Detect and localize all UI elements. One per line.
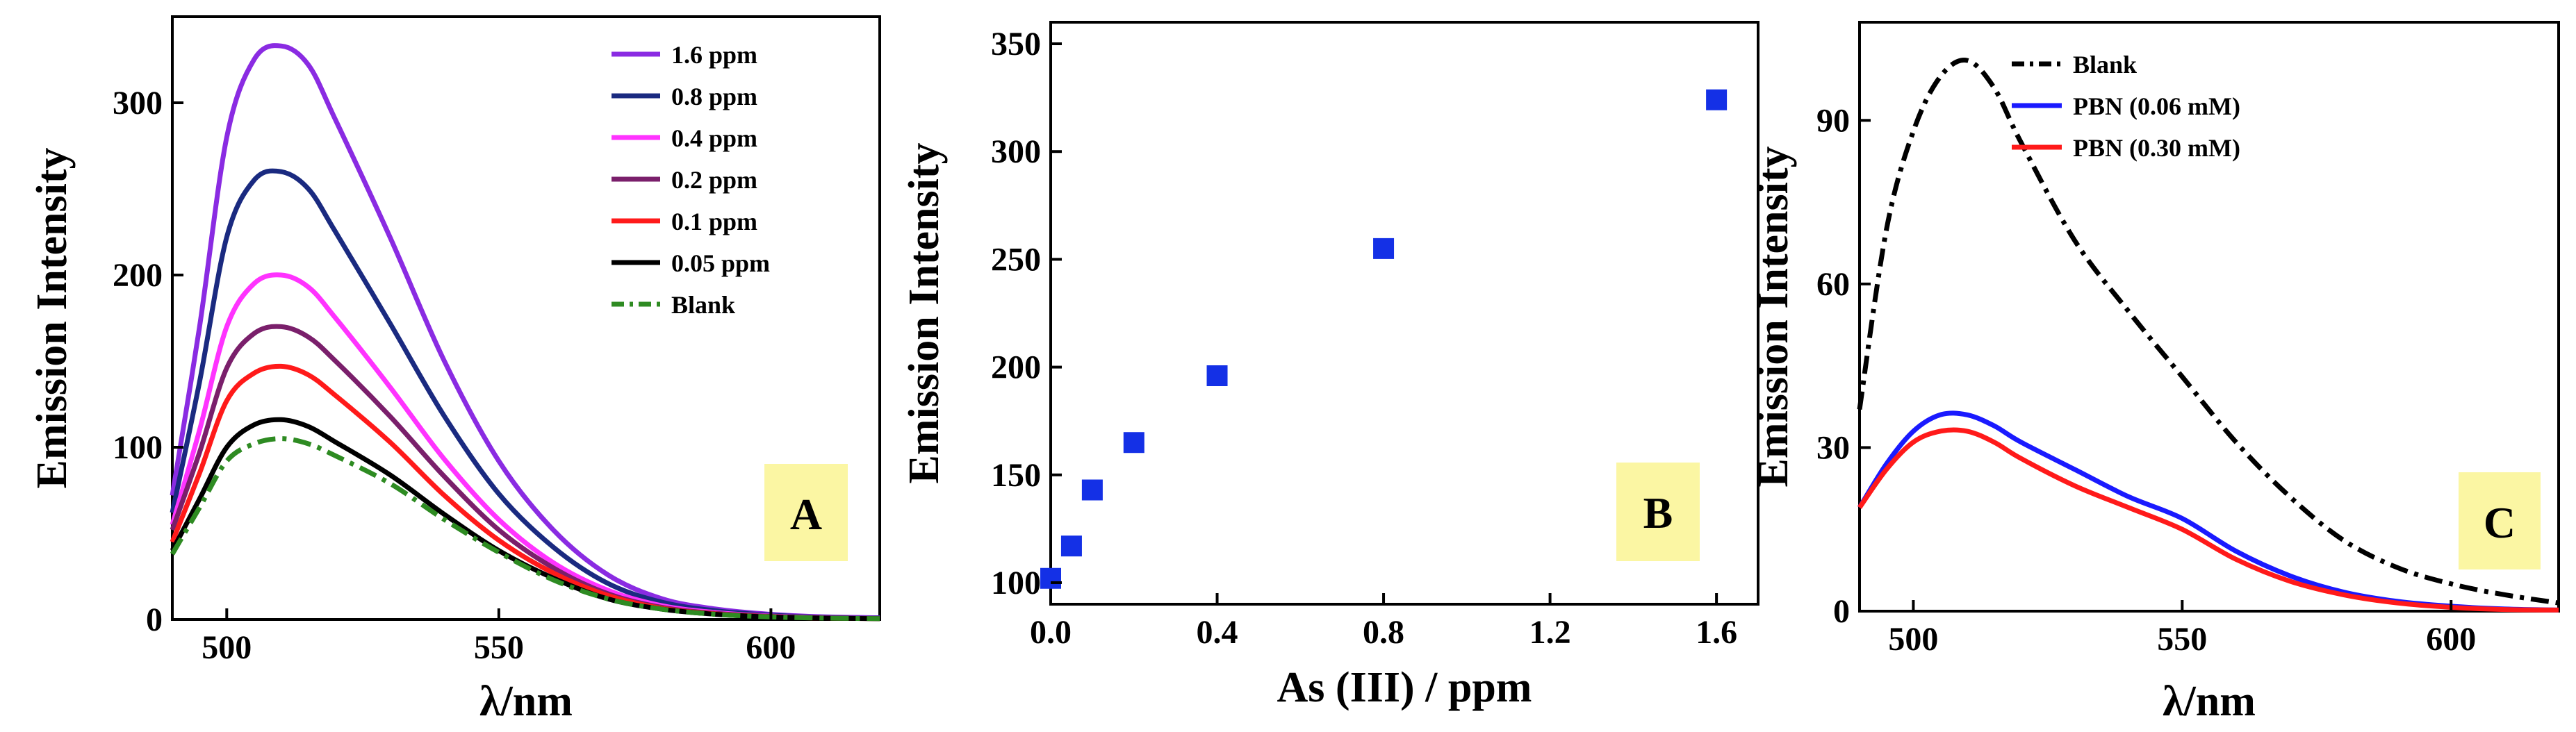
x-tick-label: 550 xyxy=(474,629,524,666)
panel-b-plot-frame xyxy=(1049,21,1759,606)
panel-c-y-axis-title: Emission Intensity xyxy=(1750,147,1797,488)
panel-c-legend: Blank PBN (0.06 mM) PBN (0.30 mM) xyxy=(2012,51,2240,162)
panel-b-plot-area xyxy=(1040,89,1728,589)
legend-label: 0.8 ppm xyxy=(671,83,757,110)
panel-b-ticks: 0.0 0.4 0.8 1.2 1.6 100 150 200 250 300 350 xyxy=(991,26,1737,651)
data-point xyxy=(1081,479,1103,501)
data-point xyxy=(1706,89,1728,110)
panel-a-plot-area xyxy=(170,43,880,622)
panel-a-plot-frame xyxy=(171,15,881,621)
data-point xyxy=(1060,535,1082,557)
panel-c-badge-box xyxy=(2459,472,2541,569)
legend-label: PBN (0.06 mM) xyxy=(2073,92,2240,120)
data-point xyxy=(1206,365,1228,387)
y-tick-label: 30 xyxy=(1816,429,1850,466)
y-tick-label: 250 xyxy=(991,241,1041,278)
panel-c-x-axis-title: λ/nm xyxy=(2163,678,2256,725)
panel-a: 500 550 600 0 100 200 300 λ/nm Emission Intens… xyxy=(28,15,881,725)
y-tick-label: 200 xyxy=(991,349,1041,386)
panel-b-badge-box xyxy=(1616,463,1700,561)
series-line-blank xyxy=(1857,58,2559,606)
y-tick-label: 350 xyxy=(991,26,1041,63)
x-tick-label: 0.8 xyxy=(1363,614,1404,651)
x-tick-label: 0.4 xyxy=(1197,614,1238,651)
panel-a-legend: 1.6 ppm 0.8 ppm 0.4 ppm 0.2 ppm 0.1 ppm 0.05 … xyxy=(612,41,770,319)
x-tick-label: 1.2 xyxy=(1529,614,1571,651)
data-point xyxy=(1123,432,1145,454)
x-tick-label: 600 xyxy=(2426,621,2476,658)
y-tick-label: 90 xyxy=(1816,102,1850,139)
series-line-blank xyxy=(170,436,880,622)
legend-label: 0.4 ppm xyxy=(671,124,757,152)
x-tick-label: 600 xyxy=(746,629,796,666)
panel-c-plot-frame xyxy=(1858,21,2560,613)
panel-b-x-axis-title: As (III) / ppm xyxy=(1277,664,1532,711)
panel-b-badge: B xyxy=(1616,463,1700,561)
panel-b-badge-label: B xyxy=(1643,488,1673,538)
panel-c-ticks: 500 550 600 0 30 60 90 xyxy=(1816,102,2476,658)
panel-b: 0.0 0.4 0.8 1.2 1.6 100 150 200 250 300 350 As (II… xyxy=(901,21,1759,711)
y-tick-label: 0 xyxy=(1833,593,1850,630)
y-tick-label: 0 xyxy=(146,601,163,638)
x-tick-label: 500 xyxy=(1888,621,1938,658)
panel-c-plot-area xyxy=(1857,58,2559,613)
data-point xyxy=(1373,238,1395,259)
panel-a-x-axis-title: λ/nm xyxy=(479,678,573,725)
panel-a-badge: A xyxy=(764,464,848,561)
legend-label: 1.6 ppm xyxy=(671,41,757,69)
series-line-pbn-0-30-mm xyxy=(1857,427,2559,613)
x-tick-label: 1.6 xyxy=(1696,614,1737,651)
y-tick-label: 100 xyxy=(991,565,1041,601)
y-tick-label: 300 xyxy=(113,85,163,122)
x-tick-label: 0.0 xyxy=(1030,614,1072,651)
x-tick-label: 500 xyxy=(202,629,252,666)
panel-c-badge: C xyxy=(2459,472,2541,569)
panel-a-ticks: 500 550 600 0 100 200 300 xyxy=(113,85,796,666)
series-line-pbn-0-06-mm xyxy=(1857,410,2559,613)
y-tick-label: 300 xyxy=(991,133,1041,170)
panel-b-y-axis-title: Emission Intensity xyxy=(901,143,948,484)
legend-label: Blank xyxy=(2073,51,2137,78)
panel-a-y-axis-title: Emission Intensity xyxy=(28,148,76,489)
panel-c: 500 550 600 0 30 60 90 λ/nm Emission Intensity… xyxy=(1750,21,2560,725)
y-tick-label: 60 xyxy=(1816,266,1850,303)
legend-label: 0.05 ppm xyxy=(671,249,770,277)
x-tick-label: 550 xyxy=(2157,621,2207,658)
panel-a-badge-label: A xyxy=(790,490,822,539)
panel-c-badge-label: C xyxy=(2484,498,2516,547)
data-point xyxy=(1040,567,1061,589)
y-tick-label: 150 xyxy=(991,457,1041,494)
legend-label: PBN (0.30 mM) xyxy=(2073,134,2240,162)
y-tick-label: 200 xyxy=(113,257,163,294)
legend-label: 0.1 ppm xyxy=(671,208,757,235)
legend-label: 0.2 ppm xyxy=(671,166,757,194)
y-tick-label: 100 xyxy=(113,429,163,466)
panel-a-badge-box xyxy=(764,464,848,561)
legend-label: Blank xyxy=(671,291,735,319)
